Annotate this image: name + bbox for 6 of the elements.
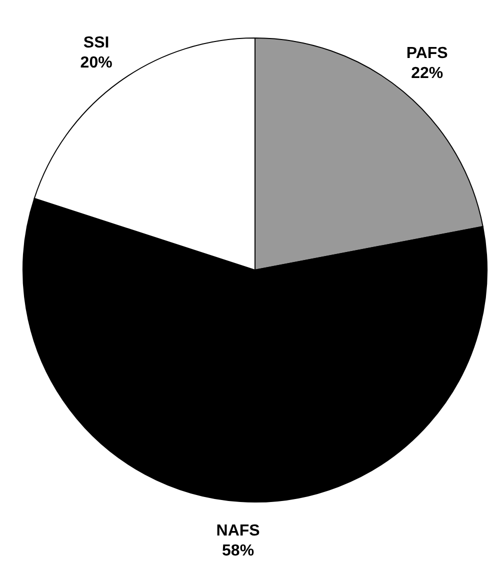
slice-label: SSI [83,34,110,52]
data-label: 20% [80,54,112,72]
slice-label: PAFS [406,44,448,62]
data-label: 22% [411,64,444,82]
slice-label: NAFS [216,522,260,540]
data-label: 58% [222,542,254,560]
